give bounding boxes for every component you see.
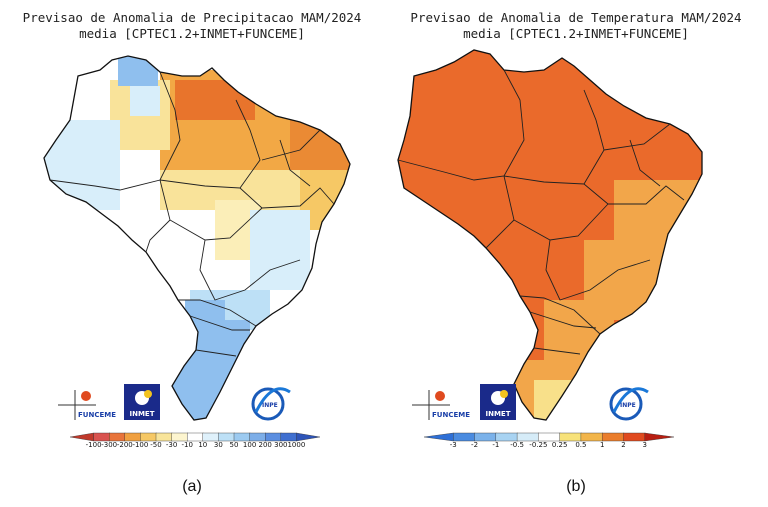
temperature-colorbar xyxy=(423,432,675,442)
colorbar-tick-label: 300 xyxy=(274,441,288,449)
colorbar-tick-label: -0.5 xyxy=(510,441,524,449)
wet-region-south xyxy=(170,320,250,420)
colorbar-swatch xyxy=(233,432,251,442)
colorbar-tick-label: -1 xyxy=(492,441,500,449)
inmet-logo: INMET xyxy=(124,384,160,420)
colorbar-tick-label: 50 xyxy=(229,441,239,449)
colorbar-swatch xyxy=(580,432,603,442)
temperature-map: FUNCEME INMET INPE xyxy=(397,49,703,442)
precipitation-map: FUNCEME INMET INPE xyxy=(43,55,351,442)
colorbar-tick-label: -100 xyxy=(132,441,149,449)
colorbar-tick-label: 10 xyxy=(198,441,208,449)
colorbar-tick-label: -0.25 xyxy=(529,441,548,449)
colorbar-tick-label: 100 xyxy=(242,441,257,449)
colorbar-swatch xyxy=(69,432,94,442)
precipitation-panel: Previsao de Anomalia de Precipitacao MAM… xyxy=(22,10,362,495)
wet-region-roraima xyxy=(118,56,158,86)
svg-text:INPE: INPE xyxy=(262,402,278,409)
colorbar-tick-label: -300 xyxy=(101,441,118,449)
colorbar-tick-label: -30 xyxy=(165,441,178,449)
colorbar-tick-label: 200 xyxy=(258,441,272,449)
colorbar-tick-label: 3 xyxy=(642,441,647,449)
colorbar-swatch xyxy=(423,432,454,442)
svg-text:FUNCEME: FUNCEME xyxy=(78,411,116,419)
svg-text:INMET: INMET xyxy=(486,410,511,418)
svg-text:INMET: INMET xyxy=(130,410,155,418)
colorbar-tick-label: -100 xyxy=(85,441,102,449)
svg-text:INPE: INPE xyxy=(620,402,636,409)
colorbar-swatch xyxy=(559,432,582,442)
inmet-logo: INMET xyxy=(480,384,516,420)
colorbar-swatch xyxy=(296,432,321,442)
colorbar-swatch xyxy=(218,432,235,442)
svg-text:FUNCEME: FUNCEME xyxy=(432,411,470,419)
inpe-logo: INPE xyxy=(609,387,649,421)
state-borders xyxy=(49,71,335,357)
colorbar-tick-label: 1 xyxy=(599,441,605,449)
colorbar-swatch xyxy=(601,432,625,442)
brazil-outline xyxy=(397,49,703,421)
state-borders xyxy=(397,69,685,355)
inpe-logo: INPE xyxy=(251,387,291,421)
colorbar-tick-label: -2 xyxy=(471,441,479,449)
precipitation-caption: (a) xyxy=(182,478,202,495)
colorbar-tick-label: 30 xyxy=(213,441,223,449)
temperature-title: Previsao de Anomalia de Temperatura MAM/… xyxy=(410,10,742,25)
wet-light-region-southeast xyxy=(250,210,310,290)
wet-light-region-west xyxy=(44,120,120,210)
colorbar-swatch xyxy=(186,432,204,442)
temperature-subtitle: media [CPTEC1.2+INMET+FUNCEME] xyxy=(463,26,689,41)
colorbar-swatch xyxy=(644,432,675,442)
colorbar-swatch xyxy=(623,432,646,442)
colorbar-swatch xyxy=(202,432,220,442)
colorbar-swatch xyxy=(474,432,497,442)
colorbar-swatch xyxy=(280,432,298,442)
funceme-logo: FUNCEME xyxy=(412,390,470,420)
colorbar-swatch xyxy=(453,432,476,442)
colorbar-swatch xyxy=(171,432,188,442)
precipitation-subtitle: media [CPTEC1.2+INMET+FUNCEME] xyxy=(79,26,305,41)
colorbar-tick-label: -200 xyxy=(116,441,133,449)
colorbar-tick-label: 1000 xyxy=(287,441,306,449)
colorbar-swatch xyxy=(538,432,561,442)
colorbar-tick-label: 0.5 xyxy=(575,441,587,449)
temperature-caption: (b) xyxy=(566,478,586,495)
colorbar-swatch xyxy=(155,432,173,442)
precipitation-colorbar xyxy=(69,432,321,442)
colorbar-swatch xyxy=(140,432,157,442)
colorbar-swatch xyxy=(265,432,282,442)
colorbar-swatch xyxy=(124,432,142,442)
colorbar-tick-label: -3 xyxy=(449,441,457,449)
brazil-outline xyxy=(43,55,351,421)
colorbar-swatch xyxy=(495,432,518,442)
colorbar-swatch xyxy=(249,432,266,442)
funceme-logo: FUNCEME xyxy=(58,390,116,420)
colorbar-swatch xyxy=(93,432,110,442)
colorbar-tick-label: 0.25 xyxy=(551,441,568,449)
colorbar-tick-label: -50 xyxy=(150,441,162,449)
colorbar-swatch xyxy=(108,432,126,442)
colorbar-swatch xyxy=(516,432,540,442)
temperature-panel: Previsao de Anomalia de Temperatura MAM/… xyxy=(384,0,768,507)
precipitation-title: Previsao de Anomalia de Precipitacao MAM… xyxy=(22,10,362,25)
colorbar-tick-label: -10 xyxy=(181,441,193,449)
colorbar-tick-label: 2 xyxy=(621,441,626,449)
